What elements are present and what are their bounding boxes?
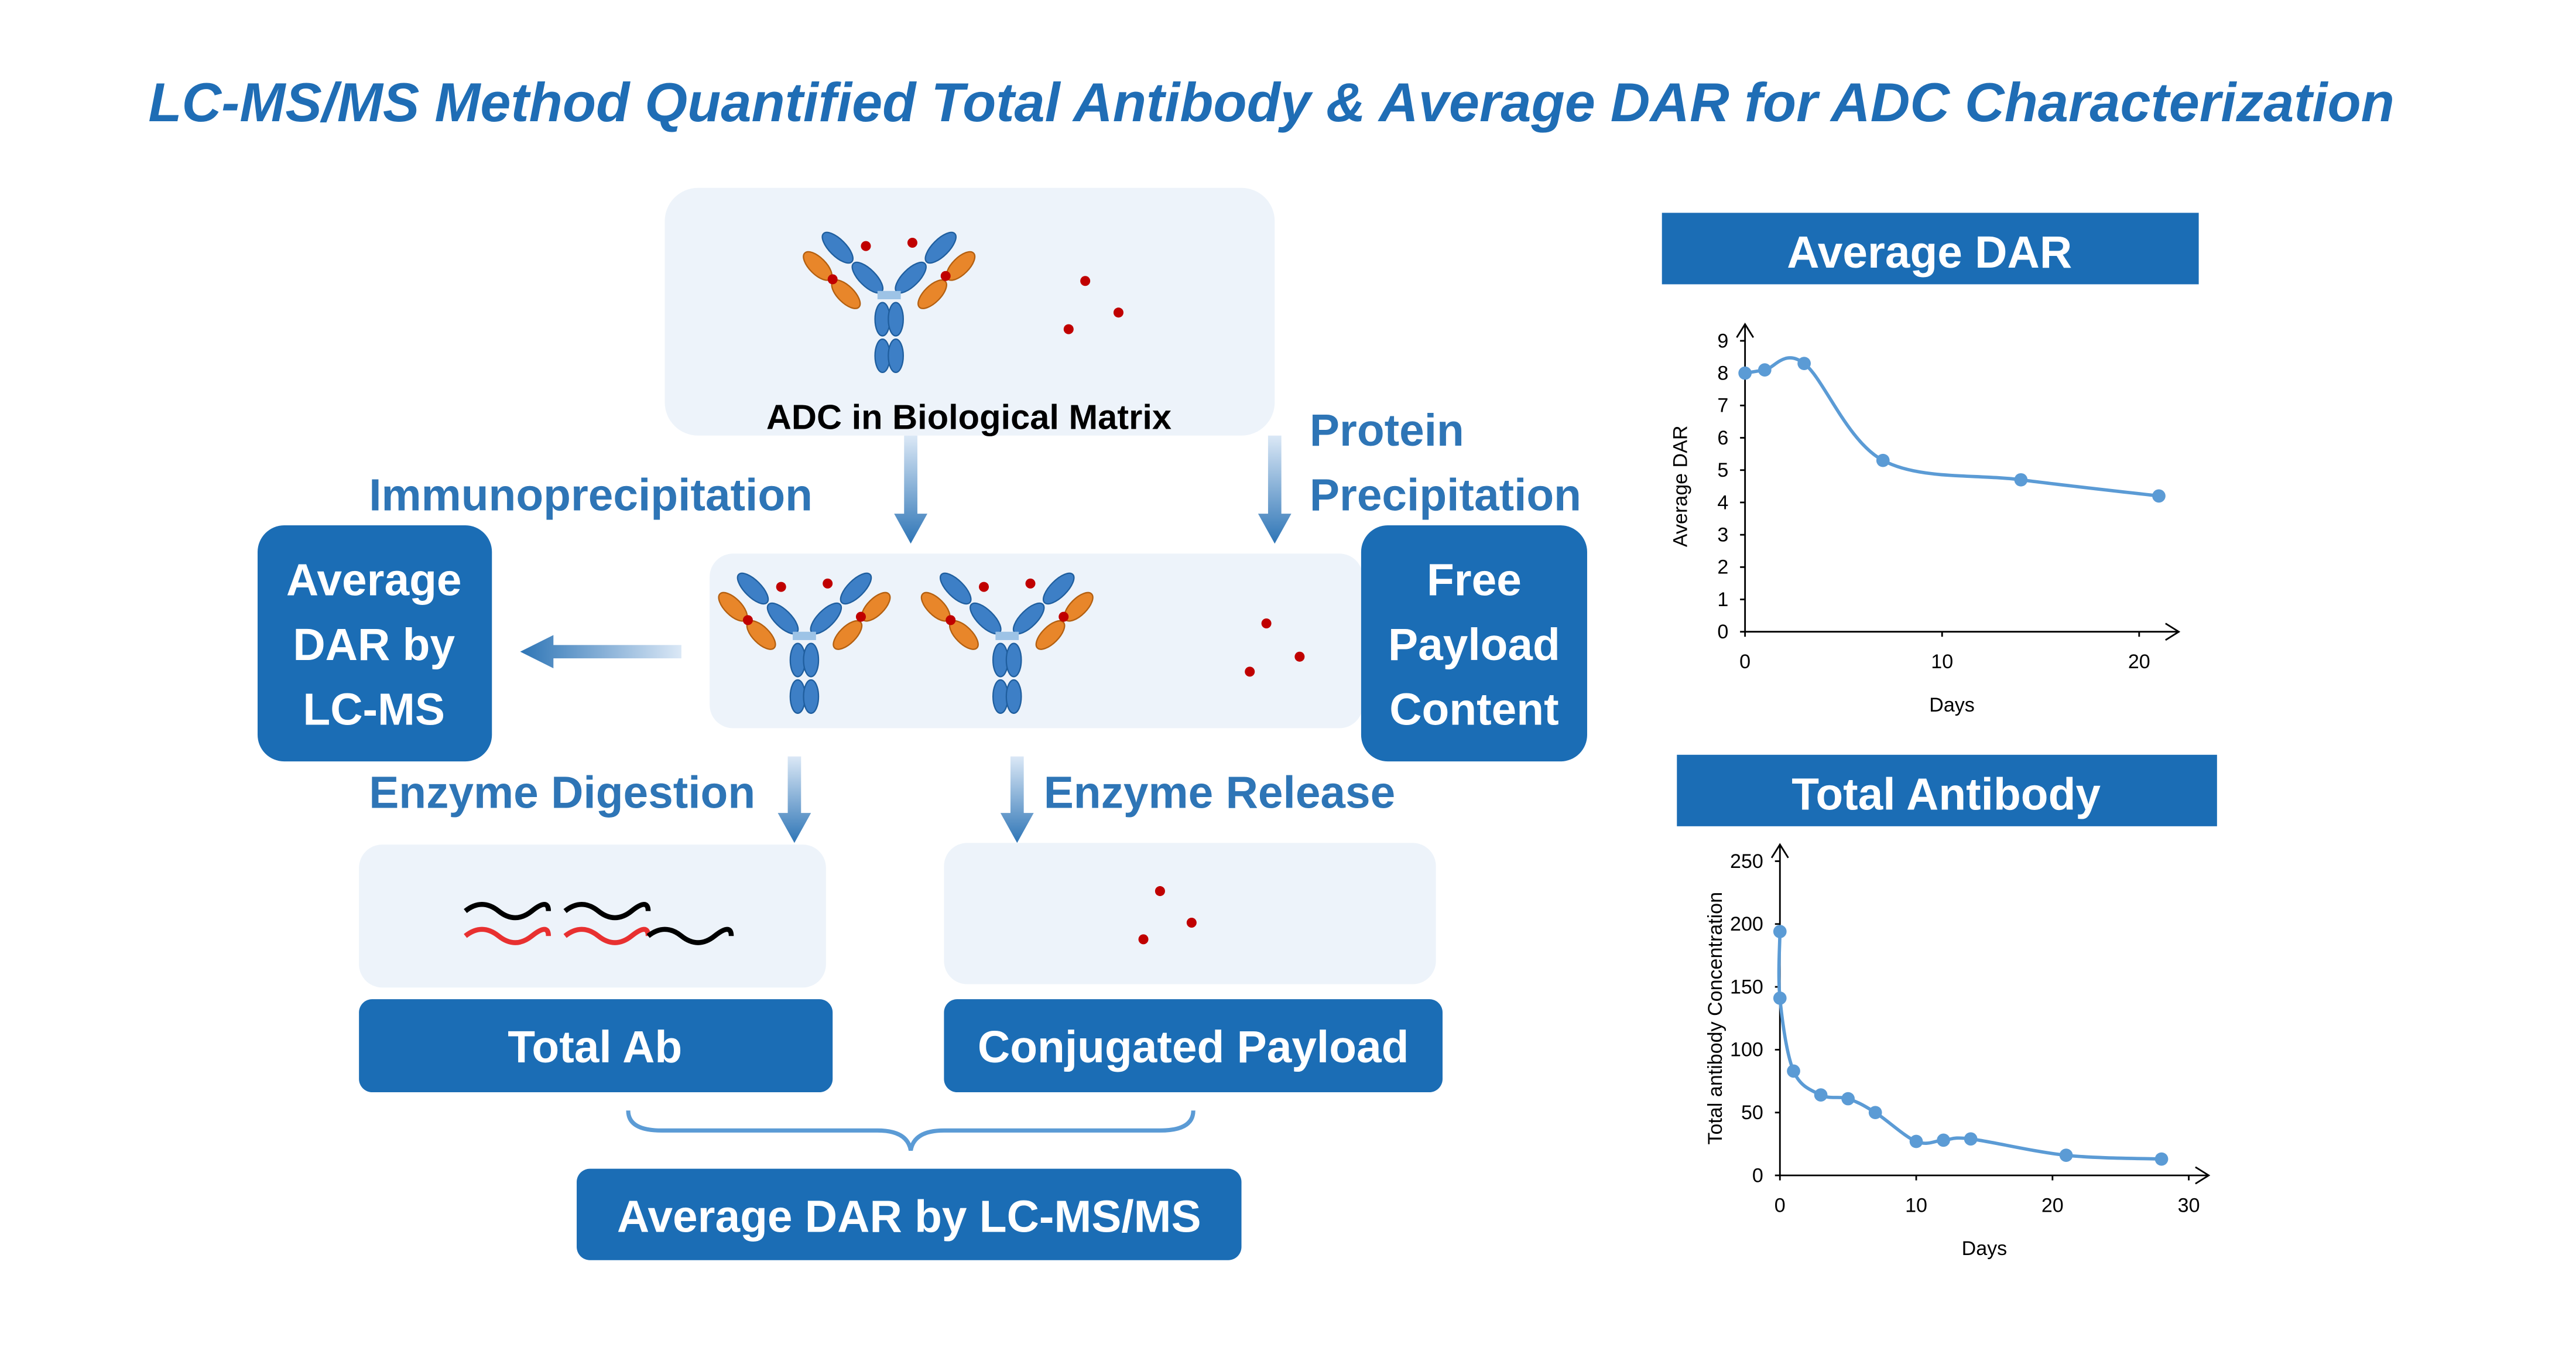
arrow [1258, 435, 1292, 544]
step-label: Precipitation [1310, 470, 1581, 520]
x-tick-label: 30 [2178, 1194, 2200, 1216]
matrix-box [664, 187, 1275, 436]
step-label: Enzyme Release [1044, 768, 1396, 818]
data-point [1841, 1092, 1855, 1106]
y-tick-label: 0 [1717, 621, 1728, 643]
chart-title: Average DAR [1787, 228, 2072, 278]
x-tick-label: 10 [1931, 651, 1953, 673]
y-tick-label: 2 [1717, 556, 1728, 579]
y-tick-label: 7 [1717, 395, 1728, 417]
result-box [1361, 525, 1587, 762]
x-axis-label: Days [1929, 694, 1975, 716]
x-tick-label: 20 [2041, 1194, 2064, 1216]
box-label: Average DAR by LC-MS/MS [617, 1192, 1201, 1242]
data-line [1745, 356, 2159, 498]
result-box [577, 1168, 1242, 1260]
y-tick-label: 200 [1730, 913, 1763, 935]
chart-title: Total Antibody [1791, 770, 2101, 819]
box-label: Total Ab [508, 1023, 682, 1072]
result-box [258, 525, 492, 762]
axis [1745, 623, 2181, 641]
box-label: Conjugated Payload [978, 1023, 1409, 1072]
y-tick-label: 3 [1717, 524, 1728, 546]
data-point [1773, 925, 1787, 939]
data-point [1773, 992, 1787, 1005]
box-label: LC-MS [303, 685, 445, 735]
y-tick-label: 9 [1717, 330, 1728, 352]
axis [1780, 1166, 2211, 1185]
arrow [1000, 756, 1034, 843]
data-point [1787, 1064, 1800, 1078]
y-tick-label: 5 [1717, 459, 1728, 481]
data-point [1797, 357, 1811, 370]
y-tick-label: 1 [1717, 589, 1728, 611]
y-tick-label: 6 [1717, 427, 1728, 449]
x-tick-label: 0 [1739, 651, 1751, 673]
data-point [2152, 489, 2166, 503]
data-point [1868, 1106, 1882, 1120]
data-point [2154, 1152, 2169, 1166]
step-label: Enzyme Digestion [369, 768, 755, 818]
y-tick-label: 4 [1717, 491, 1728, 514]
y-tick-label: 8 [1717, 363, 1728, 385]
box-label: DAR by [293, 620, 455, 670]
data-point [1964, 1132, 1978, 1146]
data-point [1814, 1088, 1828, 1102]
matrix-label: ADC in Biological Matrix [766, 397, 1171, 436]
y-tick-label: 100 [1730, 1039, 1763, 1061]
x-axis-label: Days [1962, 1237, 2008, 1260]
data-line [1777, 931, 2162, 1161]
result-box [944, 999, 1443, 1093]
y-axis-label: Average DAR [1669, 426, 1691, 548]
page-title: LC-MS/MS Method Quantified Total Antibod… [148, 71, 2395, 133]
x-tick-label: 20 [2128, 651, 2150, 673]
data-point [2014, 473, 2028, 487]
payload-dots [1063, 276, 1305, 945]
box-label: Content [1389, 685, 1558, 735]
peptides [464, 902, 734, 945]
digest-box [359, 845, 826, 988]
chart-header [1662, 213, 2199, 285]
x-tick-label: 0 [1775, 1194, 1786, 1216]
data-point [1758, 363, 1772, 377]
brace [626, 1110, 1195, 1151]
step-label: Protein [1310, 406, 1464, 456]
data-point [1738, 366, 1752, 380]
y-tick-label: 0 [1752, 1164, 1763, 1187]
y-axis-label: Total antibody Concentration [1704, 892, 1727, 1145]
box-label: Average [286, 555, 462, 605]
data-point [1937, 1133, 1950, 1147]
box-label: Payload [1388, 620, 1560, 670]
release-box [944, 843, 1436, 984]
y-tick-label: 250 [1730, 850, 1763, 873]
y-tick-label: 150 [1730, 976, 1763, 998]
data-point [1909, 1134, 1923, 1148]
data-point [2059, 1148, 2073, 1163]
arrow [520, 635, 681, 669]
box-label: Free [1427, 555, 1522, 605]
step-label: Immunoprecipitation [369, 470, 813, 520]
data-point [1876, 453, 1890, 467]
arrow [777, 756, 811, 843]
arrow [894, 435, 927, 544]
x-tick-label: 10 [1905, 1194, 1927, 1216]
chart-header [1677, 754, 2217, 826]
result-box [359, 999, 833, 1093]
y-tick-label: 50 [1741, 1102, 1763, 1124]
